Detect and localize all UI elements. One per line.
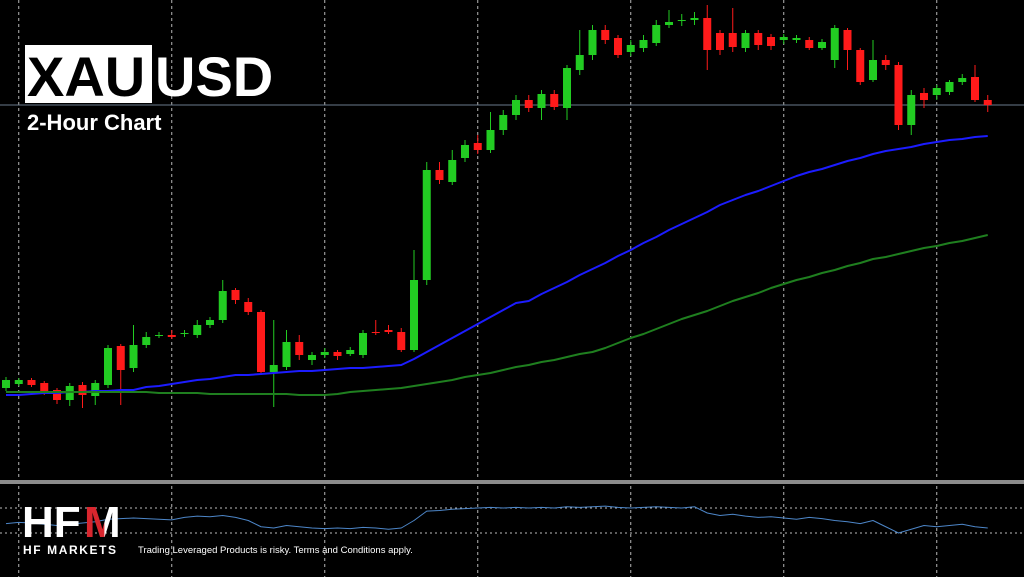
candle-body: [869, 60, 877, 80]
title-box: [25, 45, 152, 103]
candle-body: [473, 143, 482, 150]
candle-body: [167, 335, 176, 337]
candle-body: [920, 93, 928, 100]
pane-separator: [0, 480, 1024, 484]
candle-body: [435, 170, 444, 180]
moving-average: [6, 135, 988, 396]
candle-body: [958, 78, 967, 82]
candle-body: [116, 346, 125, 370]
moving-average: [6, 234, 988, 396]
candle-body: [180, 333, 189, 334]
candle-body: [142, 337, 151, 345]
candle-body: [932, 88, 941, 95]
candle-body: [550, 94, 559, 107]
candle-body: [856, 50, 865, 82]
candle-body: [371, 332, 380, 333]
subtitle: 2-Hour Chart: [27, 110, 162, 135]
candle-body: [537, 94, 546, 108]
candle-body: [461, 145, 469, 158]
candle-body: [639, 40, 648, 48]
candle-body: [588, 30, 597, 55]
candle-body: [830, 28, 839, 60]
candle-body: [512, 100, 520, 115]
candle-body: [282, 342, 291, 367]
candle-body: [741, 33, 750, 48]
candle-body: [206, 320, 214, 325]
brand-name: HF MARKETS: [23, 543, 118, 557]
candle-body: [257, 312, 265, 372]
candle-body: [652, 25, 661, 43]
candle-body: [308, 355, 316, 360]
candle-body: [422, 170, 431, 280]
candle-body: [499, 115, 508, 130]
candle-body: [397, 332, 406, 350]
candle-body: [410, 280, 418, 350]
candle-body: [384, 330, 393, 332]
candle-body: [193, 325, 202, 335]
title-quote: USD: [155, 45, 273, 108]
candle-body: [894, 65, 903, 125]
candle-body: [27, 380, 36, 385]
candle-body: [40, 383, 49, 392]
candle-body: [665, 22, 673, 25]
candle-body: [703, 18, 712, 50]
plot-area: [0, 5, 1024, 408]
candle-body: [716, 33, 724, 50]
candle-body: [359, 333, 367, 355]
candle-body: [690, 18, 699, 20]
candle-body: [907, 95, 916, 125]
candle-body: [486, 130, 495, 150]
candle-body: [614, 38, 622, 55]
candle-body: [2, 380, 10, 388]
candle-body: [754, 33, 763, 45]
indicator-pane: [0, 505, 1024, 534]
candle-body: [448, 160, 457, 182]
candle-body: [333, 352, 342, 356]
candle-body: [575, 55, 584, 70]
candle-body: [677, 20, 686, 21]
candle-body: [104, 348, 112, 385]
candle-body: [945, 82, 954, 92]
candle-body: [983, 100, 992, 105]
candle-body: [14, 380, 23, 384]
candle-body: [626, 45, 635, 52]
candle-body: [129, 345, 138, 368]
candle-body: [155, 335, 163, 336]
candle-body: [563, 68, 571, 108]
candle-body: [805, 40, 814, 48]
indicator-line: [5, 505, 988, 534]
candle-body: [524, 100, 533, 108]
candle-body: [601, 30, 610, 40]
candle-body: [728, 33, 737, 47]
logo-left: HF: [22, 498, 81, 547]
candle-body: [971, 77, 979, 100]
candle-body: [231, 290, 240, 300]
logo-right: M: [84, 498, 121, 547]
candle-body: [767, 37, 775, 46]
candle-body: [269, 365, 278, 372]
candle-body: [53, 390, 61, 400]
candle-body: [881, 60, 890, 65]
disclaimer: Trading Leveraged Products is risky. Ter…: [138, 545, 413, 556]
candle-body: [78, 385, 87, 395]
candle-body: [218, 291, 227, 320]
candle-body: [843, 30, 852, 50]
candle-body: [320, 352, 329, 355]
candle-body: [91, 383, 100, 396]
candle-body: [346, 350, 355, 354]
title-base: XAU: [27, 45, 145, 108]
candle-body: [779, 37, 788, 40]
candle-body: [792, 38, 801, 40]
candle-body: [244, 302, 253, 312]
candle-body: [295, 342, 304, 355]
candle-body: [818, 42, 826, 48]
